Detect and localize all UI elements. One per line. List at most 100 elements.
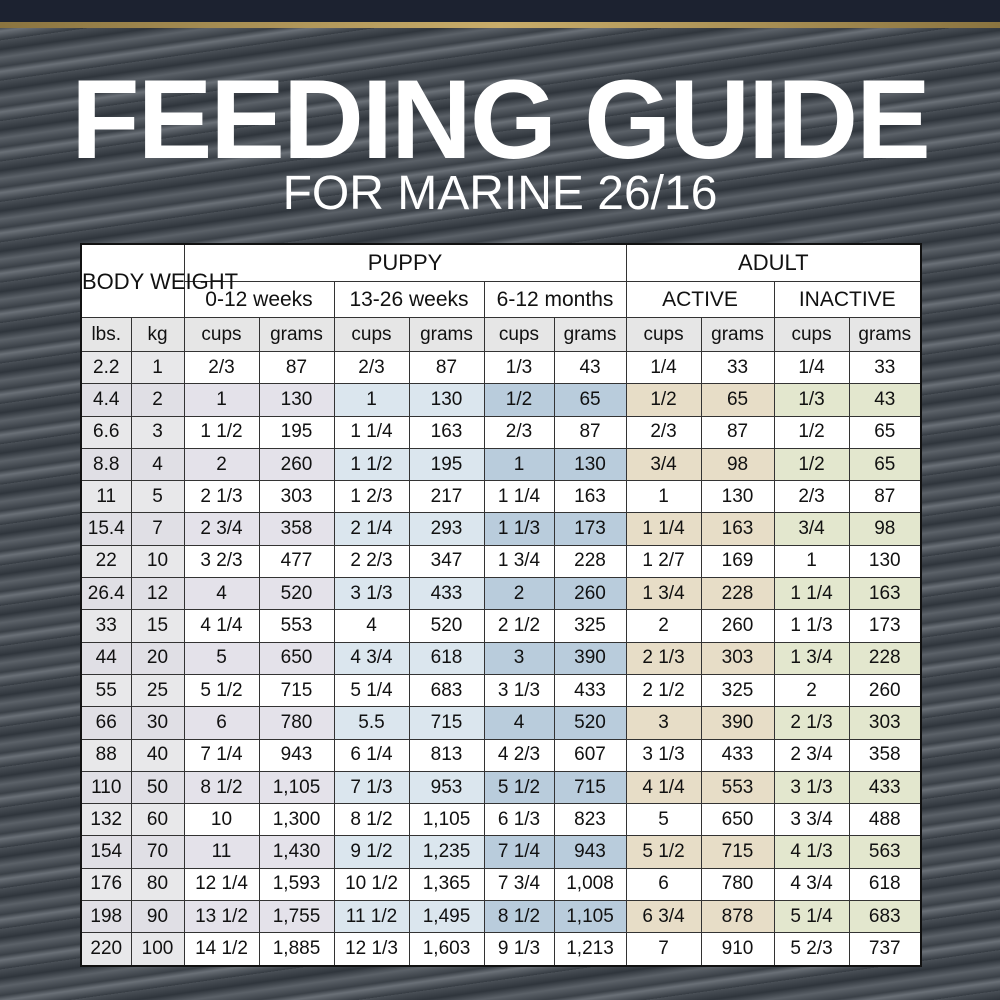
table-cell: 43 (848, 383, 922, 417)
table-cell: 11 1/2 (333, 900, 410, 934)
top-bar (0, 0, 1000, 22)
table-cell: 433 (553, 673, 627, 708)
table-cell: 390 (553, 641, 627, 675)
table-cell: 683 (848, 900, 922, 934)
table-cell: 1 3/4 (773, 641, 850, 675)
table-cell: 2 (773, 673, 850, 708)
table-cell: 3 1/3 (483, 673, 555, 708)
table-row: 33 15 4 1/4 553 4 520 2 1/2 325 2 260 1 1/3 173 (80, 609, 922, 643)
table-cell: 87 (553, 415, 627, 449)
table-cell: 87 (848, 480, 922, 514)
table-cell: 293 (408, 512, 485, 546)
table-cell: 2 (183, 447, 260, 482)
table-cell: 10 (183, 803, 260, 837)
gold-stripe (0, 22, 1000, 28)
table-cell: 1/2 (773, 415, 850, 449)
table-cell: 780 (258, 706, 335, 740)
table-row: 176 80 12 1/4 1,593 10 1/2 1,365 7 3/4 1,008 6 78… (80, 867, 922, 902)
table-cell: 1 1/4 (333, 415, 410, 449)
subgroup-header: 6-12 months (483, 281, 627, 318)
table-cell: 2/3 (183, 350, 260, 385)
table-cell: 2 1/2 (625, 673, 702, 708)
table-row: 66 30 6 780 5.5 715 4 520 3 390 2 1/3 303 (80, 706, 922, 740)
unit-header: cups (333, 317, 410, 352)
table-cell: 3 1/3 (773, 770, 850, 805)
table-cell: 130 (408, 383, 485, 417)
table-row: 154 70 11 1,430 9 1/2 1,235 7 1/4 943 5 1/2 715 4 … (80, 835, 922, 869)
table-cell: 12 (130, 577, 185, 611)
table-cell: 14 1/2 (183, 932, 260, 967)
table-cell: 2 (625, 609, 702, 643)
table-cell: 477 (258, 544, 335, 579)
table-cell: 6 1/4 (333, 738, 410, 772)
table-cell: 50 (130, 770, 185, 805)
table-cell: 3/4 (773, 512, 850, 546)
table-cell: 943 (258, 738, 335, 772)
table-cell: 433 (408, 577, 485, 611)
table-cell: 1/3 (483, 350, 555, 385)
table-cell: 1/2 (625, 383, 702, 417)
table-cell: 358 (848, 738, 922, 772)
title: FEEDING GUIDE (71, 57, 931, 182)
table-cell: 220 (80, 932, 132, 967)
unit-header: cups (183, 317, 260, 352)
table-cell: 6.6 (80, 415, 132, 449)
table-cell: 2/3 (773, 480, 850, 514)
table-row: 44 20 5 650 4 3/4 618 3 390 2 1/3 303 1 3/4 228 (80, 641, 922, 675)
table-cell: 943 (553, 835, 627, 869)
table-cell: 15.4 (80, 512, 132, 546)
table-cell: 4 (130, 447, 185, 482)
table-cell: 6 1/3 (483, 803, 555, 837)
table-cell: 3 1/3 (333, 577, 410, 611)
table-cell: 9 1/3 (483, 932, 555, 967)
table-cell: 198 (80, 900, 132, 934)
table-cell: 347 (408, 544, 485, 579)
table-cell: 217 (408, 480, 485, 514)
table-cell: 618 (408, 641, 485, 675)
table-cell: 2 2/3 (333, 544, 410, 579)
table-cell: 618 (848, 867, 922, 902)
table-cell: 3 3/4 (773, 803, 850, 837)
table-cell: 3/4 (625, 447, 702, 482)
table-cell: 130 (553, 447, 627, 482)
table-cell: 6 (183, 706, 260, 740)
table-cell: 87 (408, 350, 485, 385)
table-cell: 2 1/2 (483, 609, 555, 643)
unit-header: cups (483, 317, 555, 352)
table-cell: 132 (80, 803, 132, 837)
table-cell: 5 (625, 803, 702, 837)
table-cell: 40 (130, 738, 185, 772)
table-cell: 55 (80, 673, 132, 708)
table-cell: 7 (130, 512, 185, 546)
table-cell: 100 (130, 932, 185, 967)
table-cell: 5.5 (333, 706, 410, 740)
table-cell: 433 (848, 770, 922, 805)
table-cell: 607 (553, 738, 627, 772)
table-cell: 2 1/3 (625, 641, 702, 675)
table-cell: 7 1/4 (183, 738, 260, 772)
table-cell: 878 (700, 900, 775, 934)
unit-header: grams (553, 317, 627, 352)
subtitle: FOR MARINE 26/16 (282, 167, 718, 220)
table-cell: 7 3/4 (483, 867, 555, 902)
table-cell: 488 (848, 803, 922, 837)
table-cell: 260 (848, 673, 922, 708)
table-cell: 260 (258, 447, 335, 482)
table-cell: 1 (483, 447, 555, 482)
table-cell: 650 (700, 803, 775, 837)
table-cell: 8.8 (80, 447, 132, 482)
table-cell: 65 (848, 415, 922, 449)
table-cell: 5 (183, 641, 260, 675)
table-cell: 433 (700, 738, 775, 772)
table-cell: 3 (625, 706, 702, 740)
table-cell: 87 (258, 350, 335, 385)
table-cell: 1 3/4 (625, 577, 702, 611)
table-cell: 7 1/3 (333, 770, 410, 805)
table-cell: 1,495 (408, 900, 485, 934)
table-cell: 4 3/4 (773, 867, 850, 902)
table-cell: 1/3 (773, 383, 850, 417)
table-cell: 163 (700, 512, 775, 546)
table-cell: 520 (553, 706, 627, 740)
table-cell: 2 1/3 (183, 480, 260, 514)
